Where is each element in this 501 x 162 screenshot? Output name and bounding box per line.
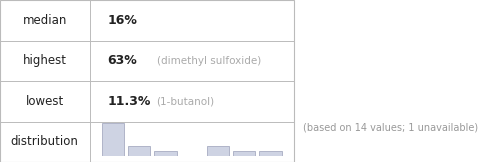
Text: distribution: distribution xyxy=(11,135,79,148)
Text: lowest: lowest xyxy=(26,95,64,108)
Text: 63%: 63% xyxy=(107,54,137,67)
Bar xyxy=(128,146,150,156)
Text: (based on 14 values; 1 unavailable): (based on 14 values; 1 unavailable) xyxy=(302,123,477,133)
Bar xyxy=(206,146,228,156)
Text: 16%: 16% xyxy=(107,14,137,27)
Bar xyxy=(154,151,176,156)
Bar xyxy=(259,151,281,156)
Text: highest: highest xyxy=(23,54,67,67)
Bar xyxy=(232,151,255,156)
Text: (1-butanol): (1-butanol) xyxy=(155,96,213,106)
Text: (dimethyl sulfoxide): (dimethyl sulfoxide) xyxy=(157,56,261,66)
Text: median: median xyxy=(23,14,67,27)
Text: 11.3%: 11.3% xyxy=(107,95,150,108)
Bar xyxy=(102,123,124,156)
